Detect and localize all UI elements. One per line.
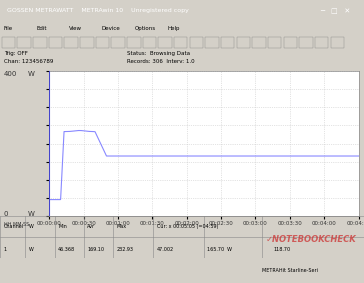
Text: Device: Device <box>102 26 121 31</box>
Text: 118.70: 118.70 <box>273 247 290 252</box>
Text: 232.93: 232.93 <box>116 247 134 252</box>
Text: View: View <box>69 26 82 31</box>
Text: Records: 306  Interv: 1.0: Records: 306 Interv: 1.0 <box>127 59 195 65</box>
FancyBboxPatch shape <box>221 37 234 48</box>
Text: 47.002: 47.002 <box>157 247 174 252</box>
Text: File: File <box>4 26 13 31</box>
Text: 46.368: 46.368 <box>58 247 75 252</box>
FancyBboxPatch shape <box>252 37 266 48</box>
FancyBboxPatch shape <box>331 37 344 48</box>
FancyBboxPatch shape <box>143 37 156 48</box>
FancyBboxPatch shape <box>158 37 172 48</box>
Text: Channel: Channel <box>4 224 24 229</box>
Text: HH MM SS: HH MM SS <box>4 222 29 227</box>
FancyBboxPatch shape <box>2 37 15 48</box>
Text: Status:  Browsing Data: Status: Browsing Data <box>127 51 190 56</box>
Text: Avr: Avr <box>87 224 95 229</box>
Text: W: W <box>29 247 34 252</box>
FancyBboxPatch shape <box>127 37 141 48</box>
Text: 1: 1 <box>4 247 7 252</box>
Text: 165.70  W: 165.70 W <box>207 247 233 252</box>
Text: Min: Min <box>58 224 67 229</box>
Text: ─   □   ✕: ─ □ ✕ <box>320 8 351 14</box>
Text: Max: Max <box>116 224 127 229</box>
FancyBboxPatch shape <box>17 37 31 48</box>
Text: Options: Options <box>135 26 156 31</box>
Text: Edit: Edit <box>36 26 47 31</box>
Text: Help: Help <box>167 26 180 31</box>
FancyBboxPatch shape <box>205 37 219 48</box>
Text: 169.10: 169.10 <box>87 247 104 252</box>
FancyBboxPatch shape <box>237 37 250 48</box>
FancyBboxPatch shape <box>111 37 125 48</box>
Text: METRAHit Starline-Seri: METRAHit Starline-Seri <box>262 268 318 273</box>
FancyBboxPatch shape <box>80 37 94 48</box>
FancyBboxPatch shape <box>96 37 109 48</box>
Text: ✓NOTEBOOKCHECK: ✓NOTEBOOKCHECK <box>266 235 356 244</box>
Text: W: W <box>27 211 34 217</box>
Text: Trig: OFF: Trig: OFF <box>4 51 28 56</box>
Text: Cur: x 00:05:05 (=04:59): Cur: x 00:05:05 (=04:59) <box>157 224 218 229</box>
FancyBboxPatch shape <box>49 37 62 48</box>
Text: Chan: 123456789: Chan: 123456789 <box>4 59 53 65</box>
Text: W: W <box>27 70 34 77</box>
Text: W: W <box>29 224 34 229</box>
FancyBboxPatch shape <box>315 37 328 48</box>
Text: GOSSEN METRAWATT    METRAwin 10    Unregistered copy: GOSSEN METRAWATT METRAwin 10 Unregistere… <box>7 8 189 13</box>
FancyBboxPatch shape <box>64 37 78 48</box>
FancyBboxPatch shape <box>299 37 313 48</box>
Text: 400: 400 <box>4 70 17 77</box>
FancyBboxPatch shape <box>268 37 281 48</box>
Text: 0: 0 <box>4 211 8 217</box>
FancyBboxPatch shape <box>33 37 47 48</box>
FancyBboxPatch shape <box>174 37 187 48</box>
FancyBboxPatch shape <box>190 37 203 48</box>
FancyBboxPatch shape <box>284 37 297 48</box>
